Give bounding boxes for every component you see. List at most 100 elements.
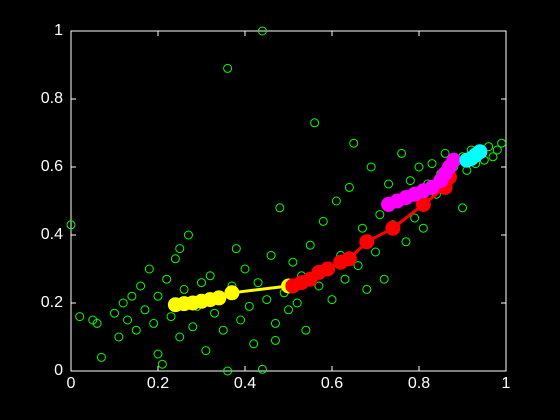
scatter-point <box>349 138 359 148</box>
y-tick-label: 0.8 <box>41 90 63 107</box>
scatter-point <box>240 264 250 274</box>
scatter-point <box>153 349 163 359</box>
line-marker <box>224 285 240 301</box>
line-marker <box>320 261 336 277</box>
scatter-point <box>310 118 320 128</box>
scatter-point <box>157 359 167 369</box>
scatter-point <box>458 203 467 213</box>
scatter-point <box>318 216 328 226</box>
scatter-point <box>262 295 272 305</box>
scatter-point <box>488 152 498 162</box>
x-tick-label: 0.4 <box>234 375 256 392</box>
x-tick-label: 0.2 <box>147 375 169 392</box>
scatter-point <box>253 278 263 288</box>
scatter-point <box>327 295 337 305</box>
scatter-point <box>236 315 246 325</box>
line-marker <box>341 251 357 267</box>
scatter-point <box>231 244 241 254</box>
scatter-point <box>257 364 267 374</box>
y-tick-label: 0.4 <box>41 226 63 243</box>
scatter-point <box>110 308 119 318</box>
scatter-point <box>357 223 367 233</box>
scatter-point <box>131 325 141 335</box>
scatter-point <box>371 247 380 257</box>
line-marker <box>446 152 462 168</box>
scatter-point <box>179 284 189 294</box>
scatter-point <box>175 244 185 254</box>
scatter-point <box>92 318 102 328</box>
scatter-point <box>201 346 211 356</box>
scatter-point <box>366 162 376 172</box>
scatter-point <box>305 240 315 250</box>
scatter-point <box>384 179 394 189</box>
scatter-point <box>353 261 363 271</box>
scatter-point <box>410 213 420 223</box>
scatter-point <box>153 291 163 301</box>
scatter-point <box>218 325 228 335</box>
scatter-point <box>114 332 124 342</box>
plot-frame <box>70 30 507 372</box>
scatter-point <box>127 291 137 301</box>
scatter-point <box>66 220 76 230</box>
scatter-point <box>188 322 198 332</box>
x-tick-label: 0 <box>67 375 76 392</box>
line-marker <box>385 220 401 236</box>
line-marker <box>472 144 488 160</box>
x-tick-label: 0.6 <box>321 375 343 392</box>
scatter-point <box>183 230 193 240</box>
y-tick-label: 1 <box>54 22 63 39</box>
scatter-point <box>166 312 176 322</box>
scatter-point <box>162 274 172 284</box>
scatter-point <box>497 138 507 148</box>
scatter-point <box>314 281 324 291</box>
scatter-point <box>275 203 285 213</box>
scatter-point <box>401 237 411 247</box>
scatter-point <box>175 332 185 342</box>
x-tick-label: 0.8 <box>408 375 430 392</box>
scatter-point <box>397 148 407 158</box>
line-marker <box>211 290 227 306</box>
scatter-point <box>223 63 233 73</box>
scatter-point <box>144 264 154 274</box>
x-tick-label: 1 <box>502 375 511 392</box>
scatter-point <box>292 298 302 308</box>
y-tick-label: 0.2 <box>41 294 63 311</box>
scatter-point <box>136 281 146 291</box>
y-tick-label: 0 <box>54 362 63 379</box>
scatter-point <box>301 325 311 335</box>
scatter-point <box>210 308 220 318</box>
scatter-point <box>284 305 293 315</box>
scatter-point <box>75 312 85 322</box>
scatter-point <box>140 305 150 315</box>
scatter-point <box>414 162 424 172</box>
scatter-point <box>288 257 298 267</box>
scatter-point <box>118 298 128 308</box>
scatter-point <box>418 223 428 233</box>
scatter-point <box>405 176 415 186</box>
scatter-point <box>440 148 450 158</box>
scatter-point <box>344 182 354 192</box>
scatter-point <box>331 196 341 206</box>
scatter-point <box>266 250 276 260</box>
scatter-point <box>170 254 180 264</box>
scatter-point <box>375 210 385 220</box>
line-marker <box>359 234 375 250</box>
scatter-point <box>223 366 233 376</box>
scatter-point <box>149 318 159 328</box>
scatter-point <box>340 274 350 284</box>
scatter-point <box>244 301 254 311</box>
scatter-point <box>205 271 215 281</box>
scatter-point <box>249 339 259 349</box>
scatter-point <box>492 145 502 155</box>
y-tick-label: 0.6 <box>41 158 63 175</box>
scatter-point <box>379 274 389 284</box>
scatter-point <box>257 26 267 36</box>
scatter-point <box>123 315 133 325</box>
scatter-point <box>427 159 437 169</box>
scatter-point <box>96 352 106 362</box>
scatter-point <box>197 278 206 288</box>
scatter-point <box>270 318 280 328</box>
scatter-point <box>362 284 372 294</box>
